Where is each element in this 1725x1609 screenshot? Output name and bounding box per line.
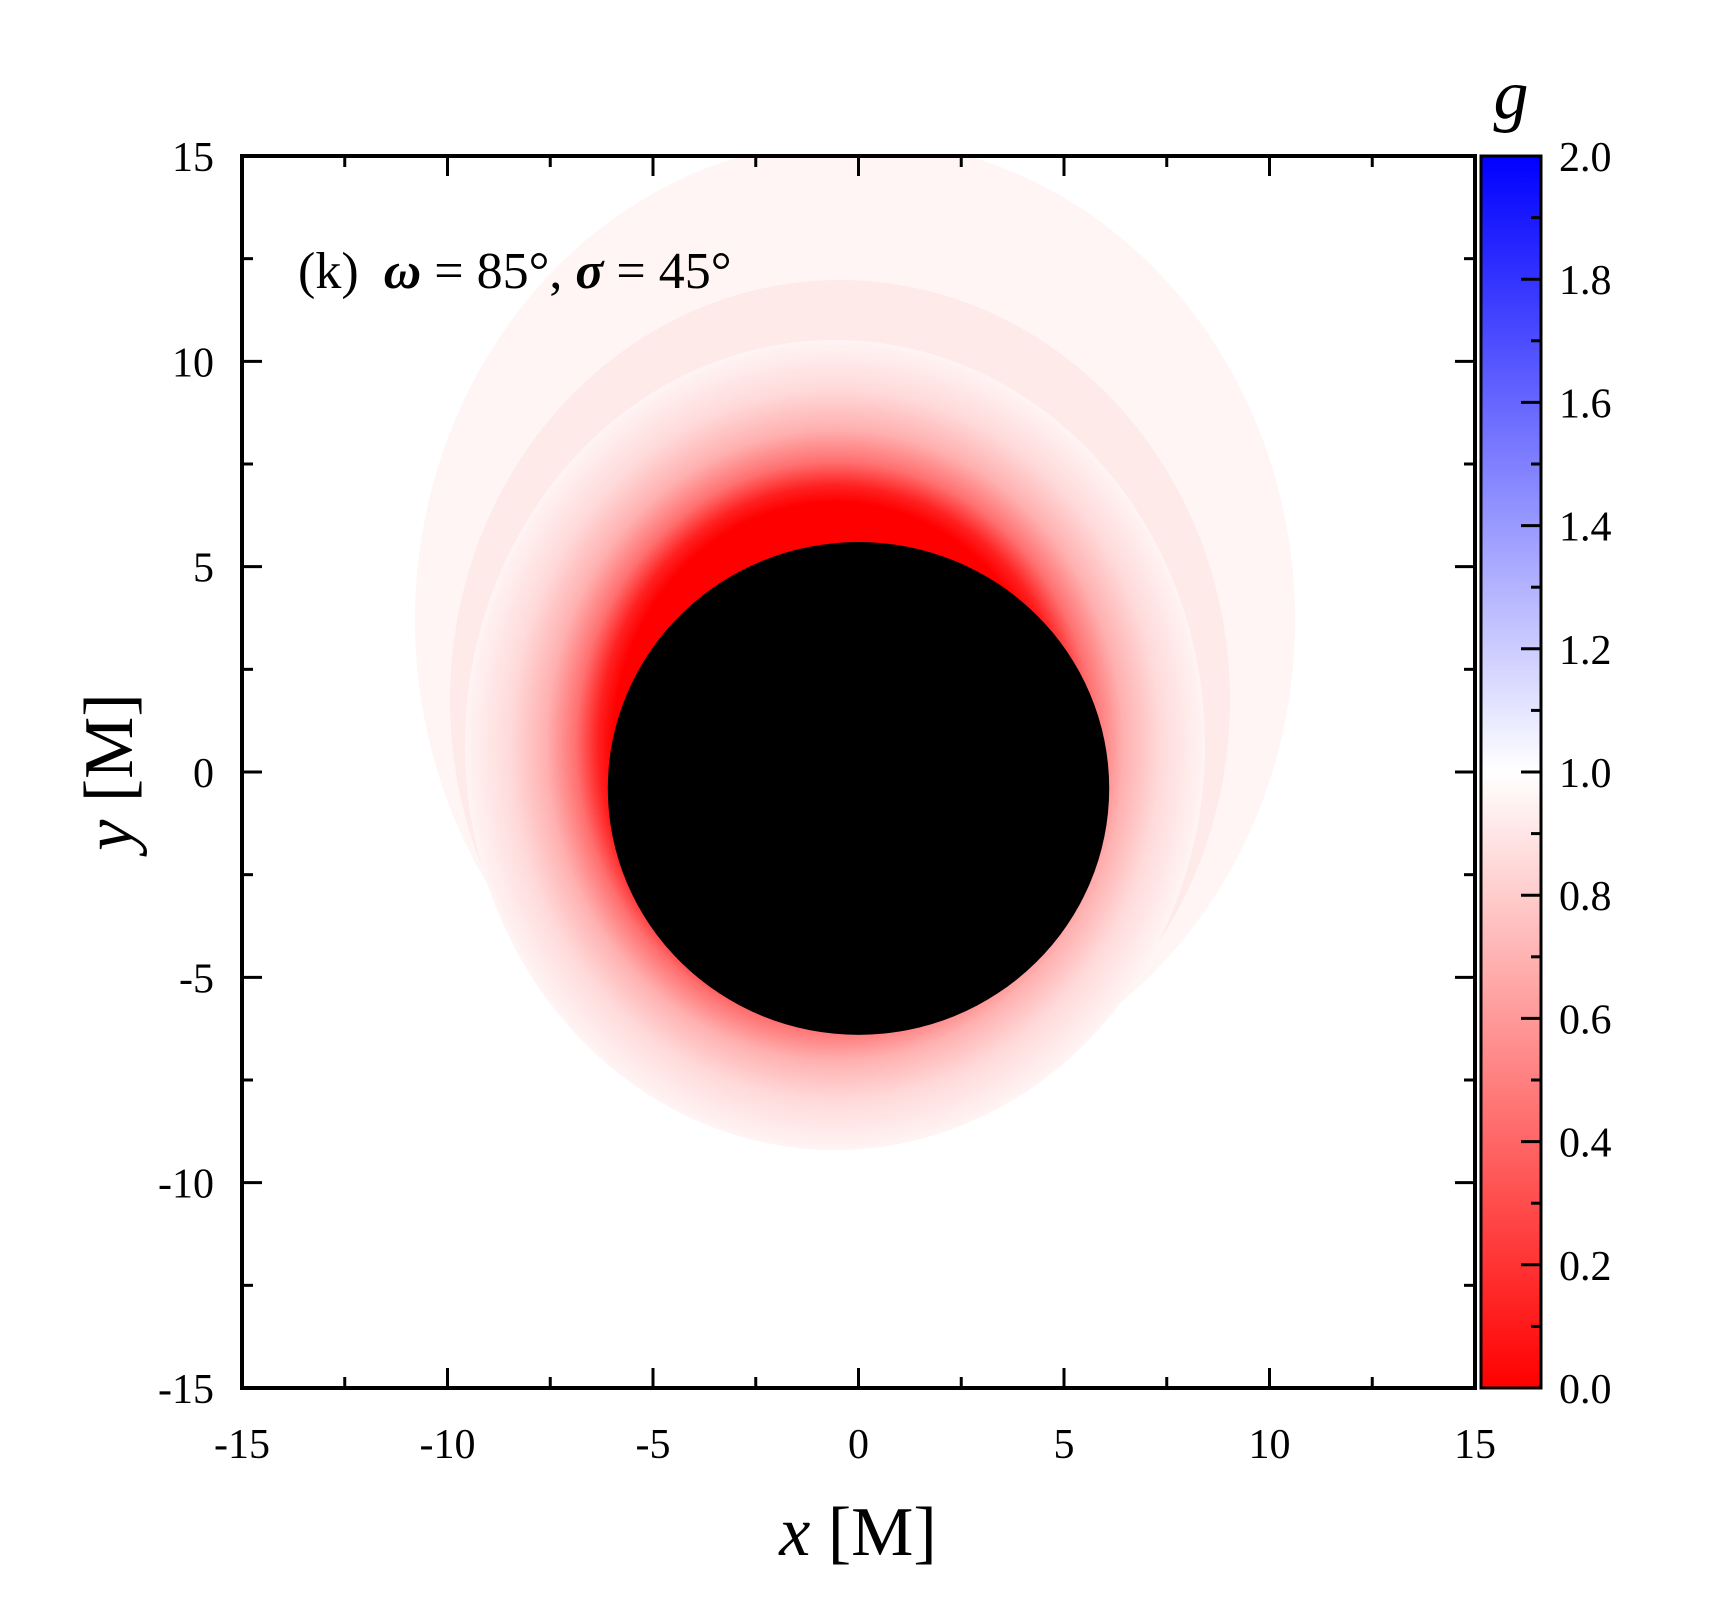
colorbar-tick-label: 1.6 [1559,381,1612,427]
colorbar-tick-label: 1.2 [1559,628,1612,674]
x-tick-label: 15 [1454,1422,1496,1468]
y-tick-labels: -15 -10 -5 0 5 10 15 [158,135,214,1413]
colorbar-tick-label: 1.0 [1559,751,1612,797]
y-tick-label: -15 [158,1367,214,1413]
x-tick-label: -5 [636,1422,671,1468]
x-tick-label: -15 [214,1422,270,1468]
omega-symbol: ω [384,243,422,300]
y-ticks [242,154,1475,1390]
x-tick-label: -10 [420,1422,476,1468]
colorbar-tick-label: 1.8 [1559,258,1612,304]
x-tick-label: 0 [848,1422,869,1468]
x-ticks [240,156,1477,1388]
x-tick-label: 10 [1249,1422,1291,1468]
colorbar-tick-label: 1.4 [1559,505,1612,551]
colorbar-tick-label: 0.8 [1559,874,1612,920]
sigma-value: = 45° [616,243,731,300]
x-tick-label: 5 [1054,1422,1075,1468]
colorbar-tick-label: 0.6 [1559,997,1612,1043]
colorbar-tick-labels: 0.0 0.2 0.4 0.6 0.8 1.0 1.2 1.4 1.6 1.8 2.0 [1559,135,1612,1413]
colorbar-tick-label: 0.2 [1559,1244,1612,1290]
colorbar-tick-label: 0.4 [1559,1121,1612,1167]
panel-label: (k) [298,243,359,300]
colorbar-ticks [1521,154,1541,1390]
y-tick-label: -10 [158,1162,214,1208]
colorbar: 0.0 0.2 0.4 0.6 0.8 1.0 1.2 1.4 1.6 1.8 2.0 g [1479,57,1612,1413]
sigma-symbol: σ [575,243,605,300]
x-axis-title: x [M] [778,1494,936,1571]
y-axis-title: y [M] [71,693,148,856]
omega-value: = 85°, [434,243,575,300]
y-tick-label: 15 [172,135,214,181]
y-tick-label: 5 [193,546,214,592]
colorbar-title: g [1494,57,1529,134]
black-hole-shadow [607,542,1110,1035]
y-tick-label: 10 [172,340,214,386]
y-tick-label: -5 [179,956,214,1002]
colorbar-tick-label: 2.0 [1559,135,1612,181]
y-tick-label: 0 [193,751,214,797]
colorbar-tick-label: 0.0 [1559,1367,1612,1413]
plot-area [242,156,1475,1388]
panel-annotation: (k) ω = 85°, σ = 45° [298,243,732,300]
x-tick-labels: -15 -10 -5 0 5 10 15 [214,1422,1496,1468]
